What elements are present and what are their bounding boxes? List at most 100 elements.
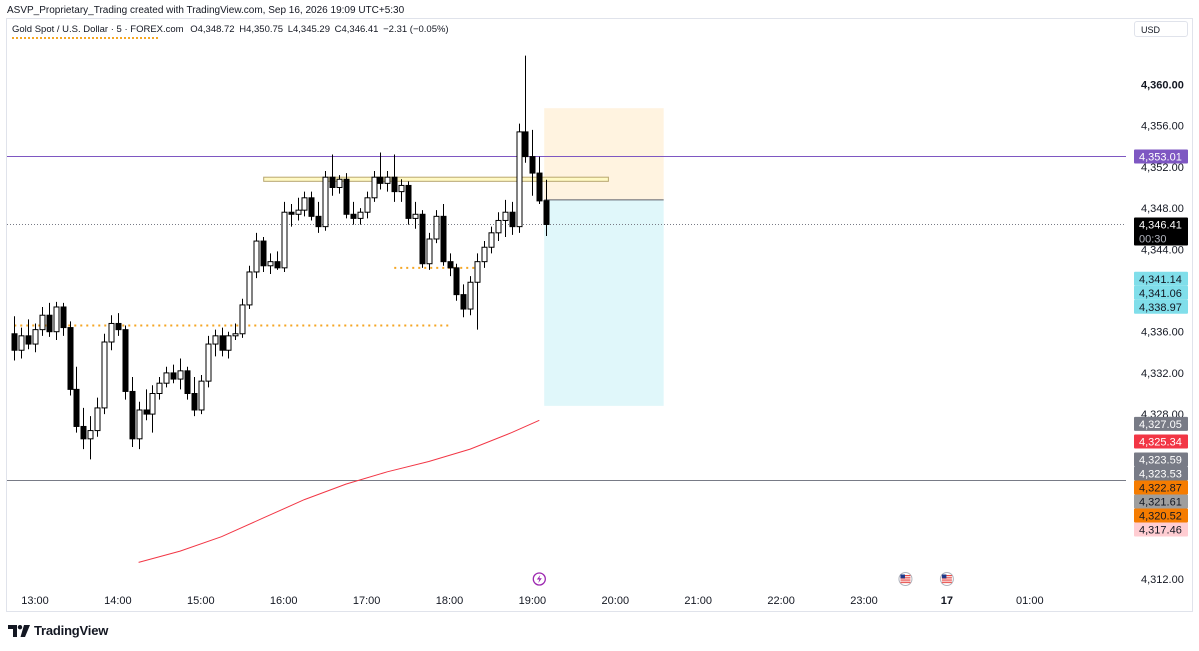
candle[interactable] [529, 129, 536, 196]
moving-average-line[interactable] [138, 419, 540, 563]
price-label[interactable]: 4,323.53 [1134, 466, 1188, 481]
candle[interactable] [60, 302, 67, 336]
candle[interactable] [412, 201, 419, 229]
price-label[interactable]: 4,317.46 [1134, 522, 1188, 537]
position-stop-zone[interactable] [544, 199, 664, 406]
candle[interactable] [177, 358, 184, 390]
candle[interactable] [32, 323, 39, 353]
candle[interactable] [474, 253, 481, 330]
price-label[interactable]: 4,325.34 [1134, 434, 1188, 449]
candle[interactable] [149, 385, 156, 433]
candle[interactable] [516, 123, 523, 233]
candle[interactable] [246, 265, 253, 310]
candle[interactable] [11, 316, 18, 361]
candle[interactable] [73, 366, 80, 433]
price-label[interactable]: 4,338.97 [1134, 299, 1188, 314]
price-label[interactable]: 4,323.59 [1134, 452, 1188, 467]
plot-area[interactable] [7, 55, 1126, 563]
candle[interactable] [225, 331, 232, 359]
candle[interactable] [87, 416, 94, 460]
price-label[interactable]: 4,320.52 [1134, 508, 1188, 523]
price-label[interactable]: 4,327.05 [1134, 416, 1188, 431]
candle[interactable] [122, 325, 129, 400]
candle[interactable] [419, 210, 426, 268]
price-label[interactable]: 4,346.41 00:30 [1134, 217, 1188, 246]
candle[interactable] [364, 191, 371, 219]
candle[interactable] [377, 152, 384, 190]
candle[interactable] [184, 366, 191, 400]
currency-button[interactable]: USD [1134, 21, 1188, 37]
candle[interactable] [219, 327, 226, 357]
candle[interactable] [198, 374, 205, 415]
resistance-zone[interactable] [263, 176, 609, 182]
candle[interactable] [274, 251, 281, 270]
candle[interactable] [440, 203, 447, 266]
candle[interactable] [350, 201, 357, 225]
candle[interactable] [522, 55, 529, 163]
candle[interactable] [398, 179, 405, 202]
candle[interactable] [101, 333, 108, 415]
candle[interactable] [136, 401, 143, 450]
candle[interactable] [260, 236, 267, 272]
candle[interactable] [39, 306, 46, 336]
candle[interactable] [467, 276, 474, 316]
candle[interactable] [156, 377, 163, 400]
candle[interactable] [447, 253, 454, 277]
candle[interactable] [336, 175, 343, 194]
candle[interactable] [426, 232, 433, 270]
candle[interactable] [53, 301, 60, 340]
candle[interactable] [315, 201, 322, 233]
candle[interactable] [94, 397, 101, 437]
price-label[interactable]: 4,322.87 [1134, 480, 1188, 495]
candle[interactable] [453, 263, 460, 301]
candle[interactable] [25, 319, 32, 350]
position-target-zone[interactable] [544, 108, 664, 200]
candle[interactable] [502, 199, 509, 237]
candle[interactable] [322, 171, 329, 231]
candle[interactable] [115, 313, 122, 336]
symbol-title[interactable]: Gold Spot / U.S. Dollar · 5 · FOREX.com [12, 24, 184, 35]
candle[interactable] [212, 329, 219, 357]
candle[interactable] [384, 171, 391, 192]
candle[interactable] [253, 232, 260, 279]
price-label[interactable]: 4,341.06 [1134, 285, 1188, 300]
candle[interactable] [191, 377, 198, 417]
candle[interactable] [80, 407, 87, 450]
candle[interactable] [163, 366, 170, 388]
candle[interactable] [357, 208, 364, 225]
candle[interactable] [143, 389, 150, 421]
candle[interactable] [67, 321, 74, 396]
candle[interactable] [433, 210, 440, 244]
lightning-event-icon[interactable] [532, 572, 546, 586]
candle[interactable] [108, 315, 115, 351]
candle[interactable] [205, 335, 212, 388]
candle[interactable] [239, 298, 246, 338]
candle[interactable] [481, 241, 488, 268]
price-label[interactable]: 4,341.14 [1134, 271, 1188, 286]
candle[interactable] [343, 173, 350, 219]
candle[interactable] [18, 327, 25, 359]
candle[interactable] [170, 364, 177, 384]
candle[interactable] [536, 156, 543, 204]
candle[interactable] [129, 377, 136, 448]
candle[interactable] [281, 201, 288, 272]
candle[interactable] [371, 171, 378, 202]
candle[interactable] [405, 181, 412, 225]
candle[interactable] [267, 253, 274, 275]
candle[interactable] [509, 201, 516, 235]
candle[interactable] [288, 203, 295, 227]
candle[interactable] [488, 226, 495, 254]
price-label[interactable]: 4,321.61 [1134, 494, 1188, 509]
candle[interactable] [543, 179, 550, 237]
candle[interactable] [391, 154, 398, 202]
us-flag-event-icon[interactable] [939, 572, 954, 586]
candle[interactable] [329, 154, 336, 196]
candle[interactable] [308, 191, 315, 221]
candle[interactable] [301, 191, 308, 217]
candle[interactable] [495, 212, 502, 242]
us-flag-event-icon[interactable] [898, 572, 913, 586]
candle[interactable] [295, 197, 302, 221]
candle[interactable] [460, 284, 467, 318]
candle[interactable] [46, 302, 53, 337]
